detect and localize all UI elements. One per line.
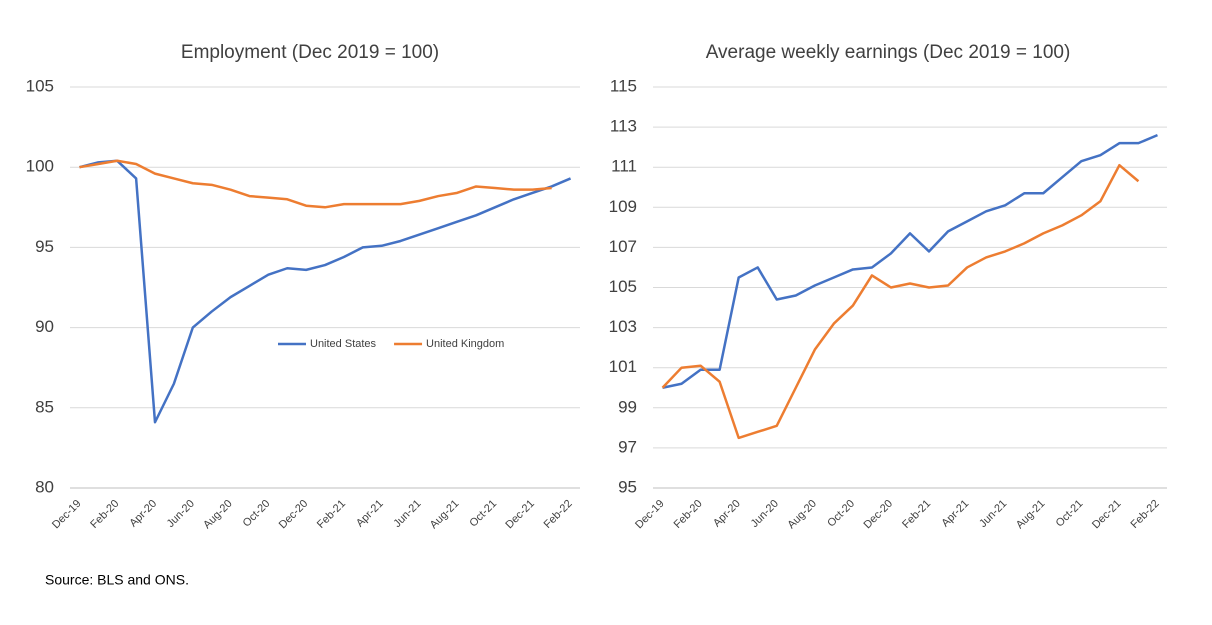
y-tick-label: 97 xyxy=(618,437,637,456)
y-tick-label: 105 xyxy=(609,277,637,296)
y-tick-label: 95 xyxy=(618,477,637,496)
series-line xyxy=(661,163,1140,440)
y-tick-label: 101 xyxy=(609,357,637,376)
source-note: Source: BLS and ONS. xyxy=(45,572,189,588)
y-tick-label: 103 xyxy=(609,317,637,336)
series-line xyxy=(79,159,572,424)
series-line xyxy=(79,159,552,209)
y-tick-label: 107 xyxy=(609,237,637,256)
y-tick-label: 109 xyxy=(609,197,637,216)
chart-title: Average weekly earnings (Dec 2019 = 100) xyxy=(706,42,1071,63)
legend-label: United States xyxy=(310,338,377,350)
y-tick-label: 90 xyxy=(35,317,54,336)
y-tick-label: 99 xyxy=(618,397,637,416)
y-tick-label: 80 xyxy=(35,477,54,496)
y-tick-label: 111 xyxy=(611,157,637,176)
chart-title: Employment (Dec 2019 = 100) xyxy=(181,42,439,63)
legend-label: United Kingdom xyxy=(426,338,504,350)
y-tick-label: 85 xyxy=(35,397,54,416)
y-tick-label: 105 xyxy=(26,76,54,95)
y-tick-label: 113 xyxy=(610,117,637,136)
y-tick-label: 100 xyxy=(26,157,54,176)
y-tick-label: 115 xyxy=(610,76,637,95)
series-line xyxy=(662,133,1158,389)
y-tick-label: 95 xyxy=(35,237,54,256)
